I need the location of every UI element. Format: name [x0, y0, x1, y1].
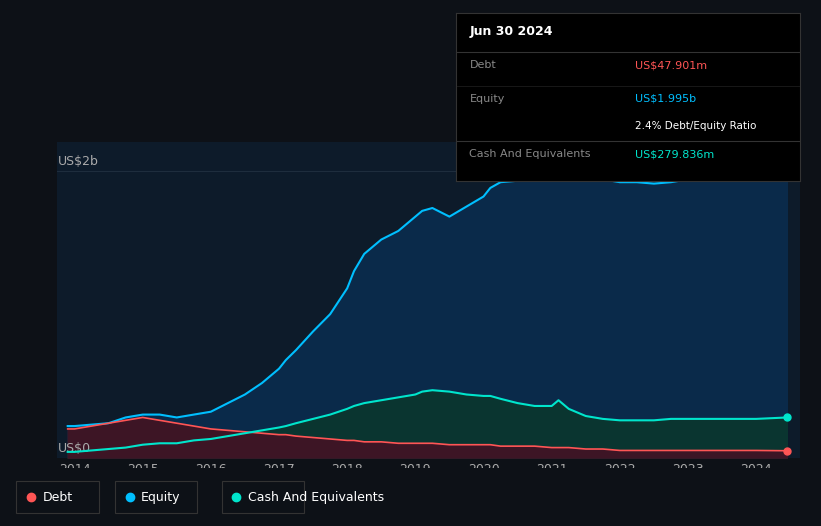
Text: Cash And Equivalents: Cash And Equivalents: [248, 491, 384, 503]
Text: Cash And Equivalents: Cash And Equivalents: [470, 149, 591, 159]
Text: US$0: US$0: [57, 442, 90, 455]
Text: US$47.901m: US$47.901m: [635, 60, 707, 70]
FancyBboxPatch shape: [115, 481, 197, 513]
Text: US$279.836m: US$279.836m: [635, 149, 714, 159]
Text: Equity: Equity: [141, 491, 181, 503]
Text: Equity: Equity: [470, 94, 505, 104]
Text: US$1.995b: US$1.995b: [635, 94, 696, 104]
Text: US$2b: US$2b: [57, 155, 99, 168]
FancyBboxPatch shape: [222, 481, 304, 513]
Text: Jun 30 2024: Jun 30 2024: [470, 25, 553, 38]
Text: Debt: Debt: [470, 60, 496, 70]
Text: Debt: Debt: [43, 491, 73, 503]
FancyBboxPatch shape: [16, 481, 99, 513]
Text: 2.4% Debt/Equity Ratio: 2.4% Debt/Equity Ratio: [635, 121, 756, 131]
